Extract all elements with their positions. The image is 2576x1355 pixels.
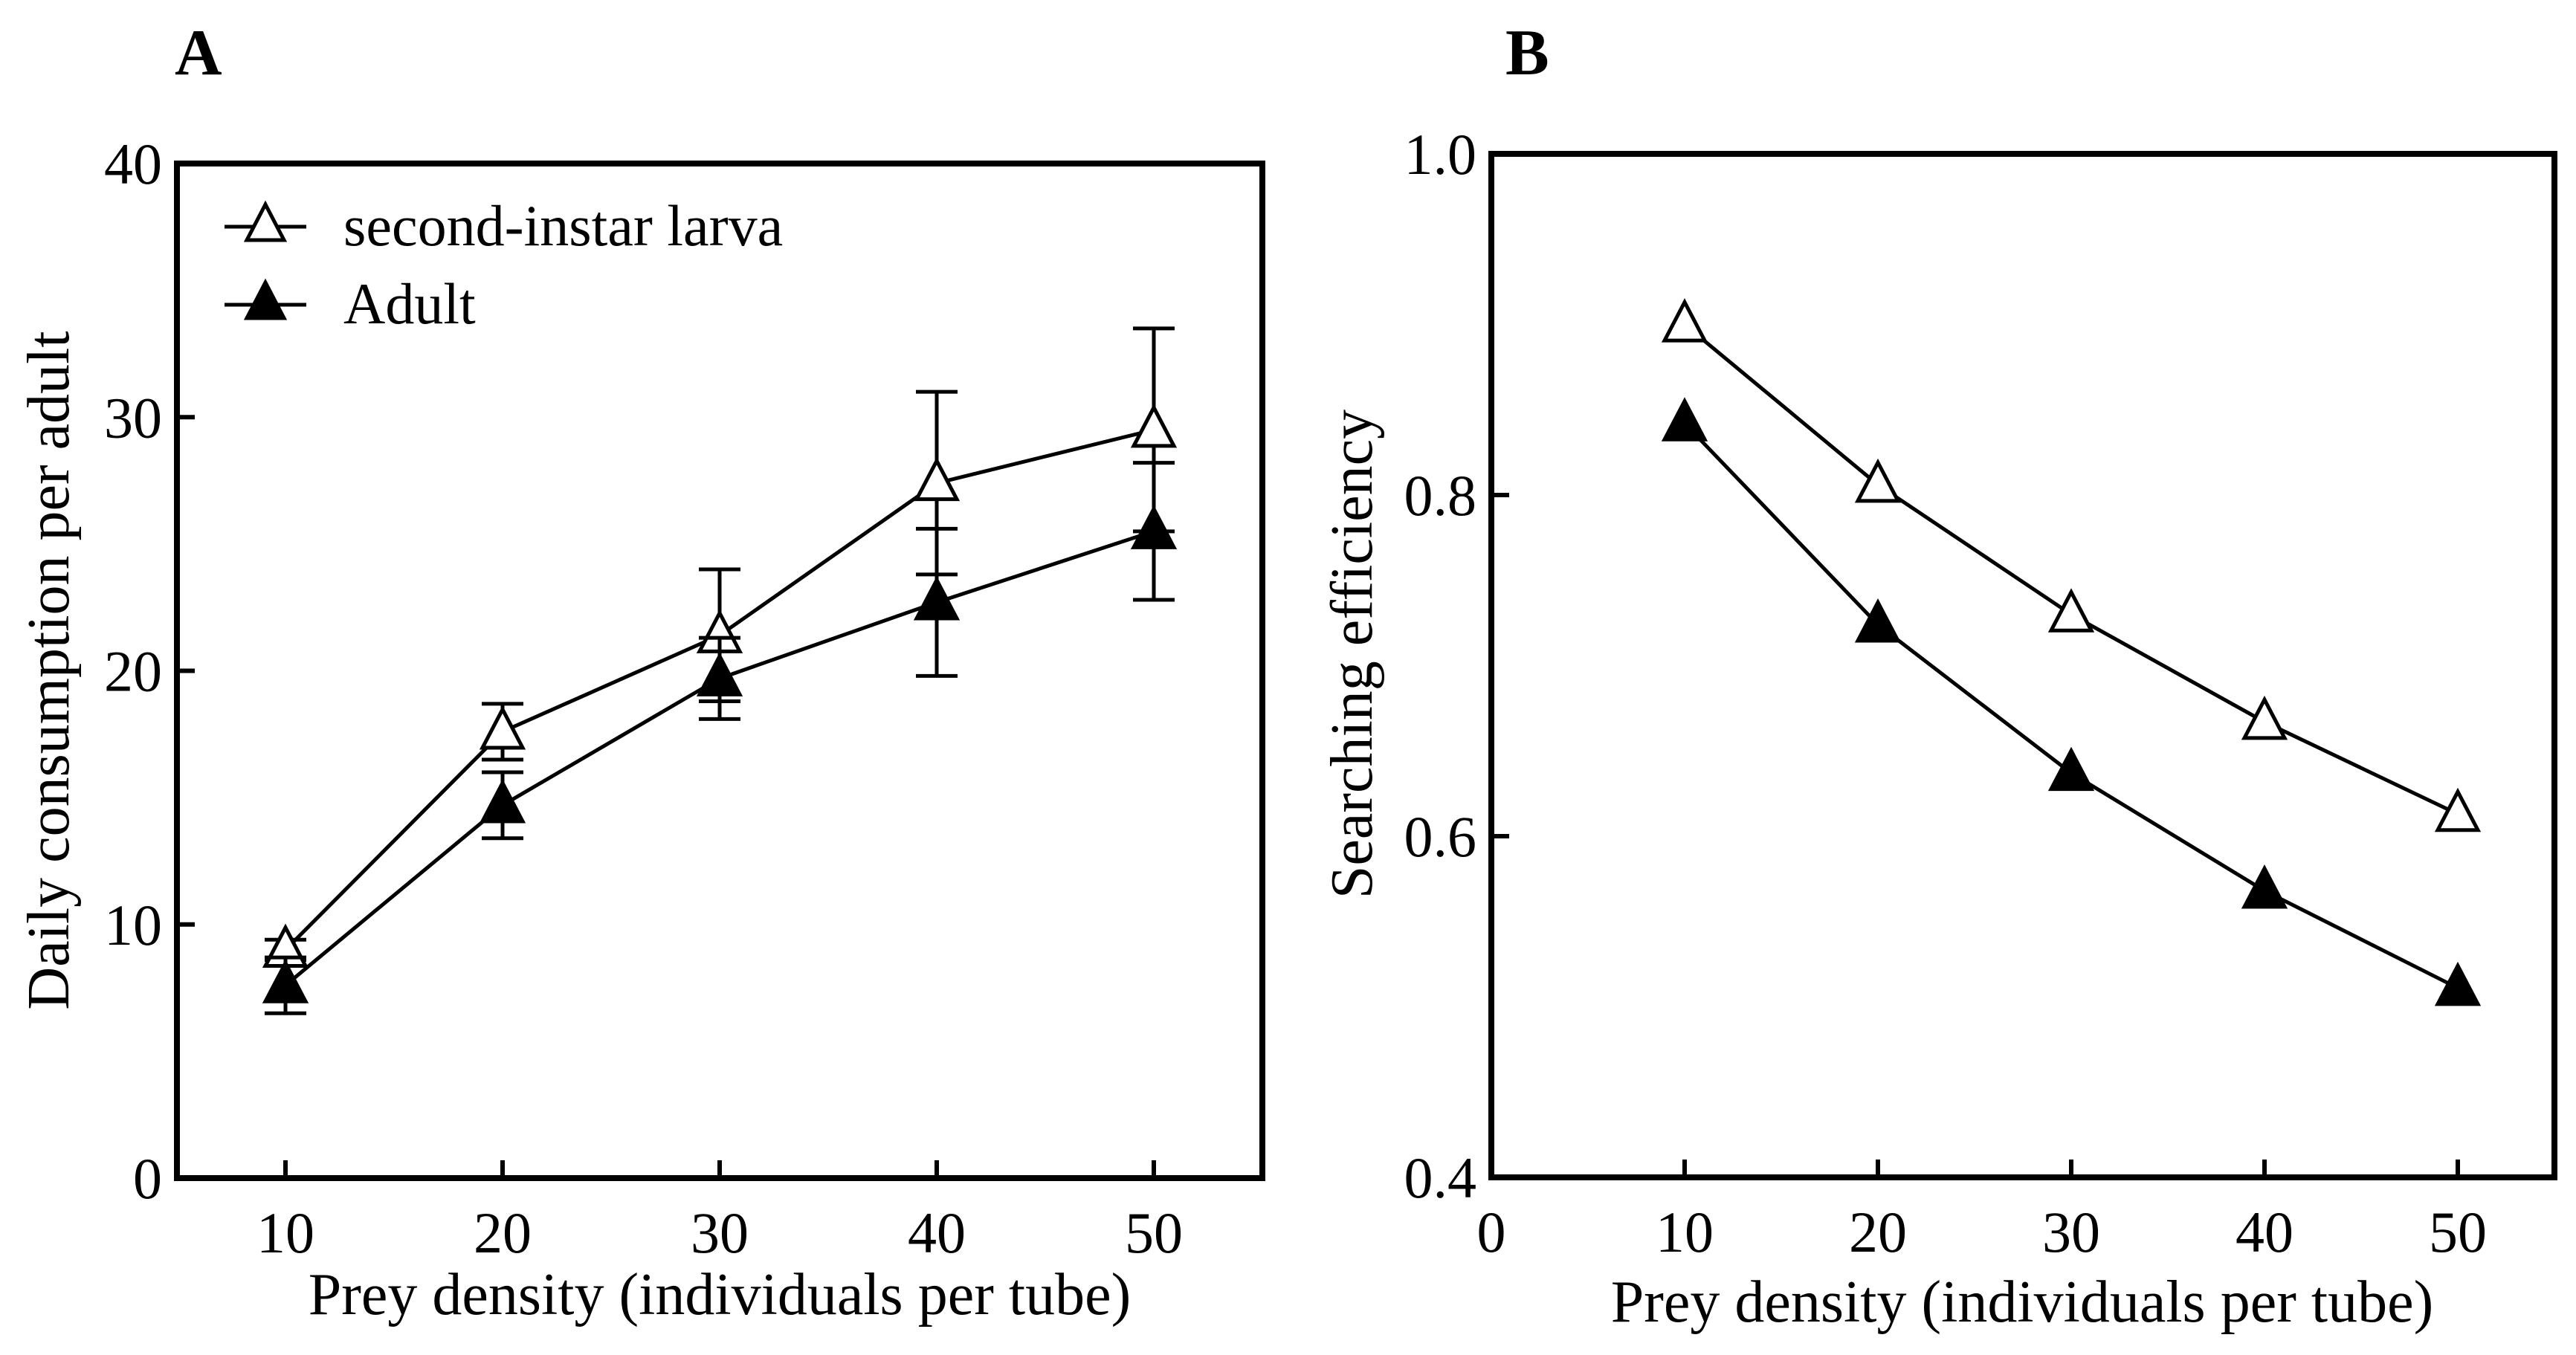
panel-a-x-tick-labels: 10 20 30 40 50 (256, 1200, 1183, 1265)
series-adult (262, 461, 1178, 1015)
filled-triangle-point (1661, 397, 1708, 442)
panel-b-x-tick-labels: 0 10 20 30 40 50 (1477, 1200, 2488, 1264)
series-line-adult (1683, 421, 2459, 990)
legend-open-triangle-marker (243, 200, 288, 242)
panel-a-y-axis-title: Daily consumption per adult (16, 331, 82, 1009)
filled-triangle-point (2047, 746, 2095, 792)
panel-b: B 0 10 20 30 40 50 0.4 0.6 0.8 (1320, 17, 2557, 1335)
open-triangle-point (1661, 298, 1708, 343)
series-line-second-instar-larva (1683, 323, 2459, 816)
x-tick-label: 40 (2236, 1200, 2293, 1264)
y-tick-label: 1.0 (1404, 122, 1477, 187)
open-triangle-point (1854, 458, 1902, 503)
y-tick-label: 40 (104, 132, 162, 196)
panel-a-x-axis-title: Prey density (individuals per tube) (309, 1262, 1131, 1327)
x-tick-label: 40 (908, 1200, 966, 1265)
open-triangle-point (2434, 787, 2482, 832)
filled-triangle-point (2434, 961, 2482, 1006)
filled-triangle-point (1130, 505, 1178, 549)
series-adult (1661, 397, 2482, 1006)
open-triangle-point (2241, 695, 2288, 740)
legend-label-second-instar-larva: second-instar larva (343, 193, 783, 258)
filled-triangle-point (913, 575, 961, 621)
x-tick-label: 50 (2429, 1200, 2487, 1264)
panel-b-x-ticks (1489, 1160, 2460, 1177)
x-tick-label: 50 (1125, 1200, 1183, 1265)
filled-triangle-point (696, 652, 743, 696)
y-tick-label: 0.4 (1404, 1145, 1477, 1210)
legend: second-instar larva Adult (225, 193, 783, 336)
panel-a-x-ticks (283, 1160, 1156, 1178)
panel-b-series (1661, 298, 2482, 1006)
panel-b-y-axis-title: Searching efficiency (1320, 410, 1385, 899)
panel-b-y-ticks (1491, 152, 1509, 1180)
legend-label-adult: Adult (343, 271, 476, 336)
legend-item-second-instar-larva: second-instar larva (225, 193, 783, 258)
panel-b-label: B (1505, 17, 1549, 89)
legend-item-adult: Adult (225, 271, 476, 336)
panel-b-plot-frame (1488, 151, 2557, 1180)
x-tick-label: 10 (256, 1200, 314, 1265)
x-tick-label: 20 (474, 1200, 532, 1265)
y-tick-label: 30 (104, 385, 162, 450)
panel-b-x-axis-title: Prey density (individuals per tube) (1611, 1270, 2433, 1335)
open-triangle-point (2047, 588, 2095, 633)
y-tick-label: 0.6 (1404, 804, 1477, 869)
open-triangle-point (1130, 403, 1178, 448)
open-triangle-point (479, 705, 526, 750)
panel-a-y-tick-labels: 0 10 20 30 40 (104, 132, 162, 1211)
x-tick-label: 30 (691, 1200, 749, 1265)
x-tick-label: 0 (1477, 1200, 1506, 1264)
panel-a-y-ticks (177, 161, 195, 1180)
y-tick-label: 0 (133, 1146, 162, 1211)
panel-a: A 10 20 30 40 50 0 10 20 30 (16, 17, 1265, 1327)
filled-triangle-point (479, 778, 526, 824)
x-tick-label: 20 (1849, 1200, 1907, 1264)
y-tick-label: 10 (104, 893, 162, 957)
y-tick-label: 0.8 (1404, 463, 1477, 528)
filled-triangle-point (1854, 598, 1902, 643)
legend-filled-triangle-marker (243, 278, 288, 320)
panel-b-y-tick-labels: 0.4 0.6 0.8 1.0 (1404, 122, 1477, 1210)
y-tick-label: 20 (104, 639, 162, 704)
filled-triangle-point (262, 959, 309, 1003)
open-triangle-point (913, 456, 961, 502)
filled-triangle-point (2241, 864, 2288, 909)
x-tick-label: 10 (1656, 1200, 1714, 1264)
series-second-instar-larva (1661, 298, 2482, 832)
panel-a-series (262, 326, 1178, 1015)
x-tick-label: 30 (2042, 1200, 2100, 1264)
panel-a-label: A (175, 17, 222, 89)
